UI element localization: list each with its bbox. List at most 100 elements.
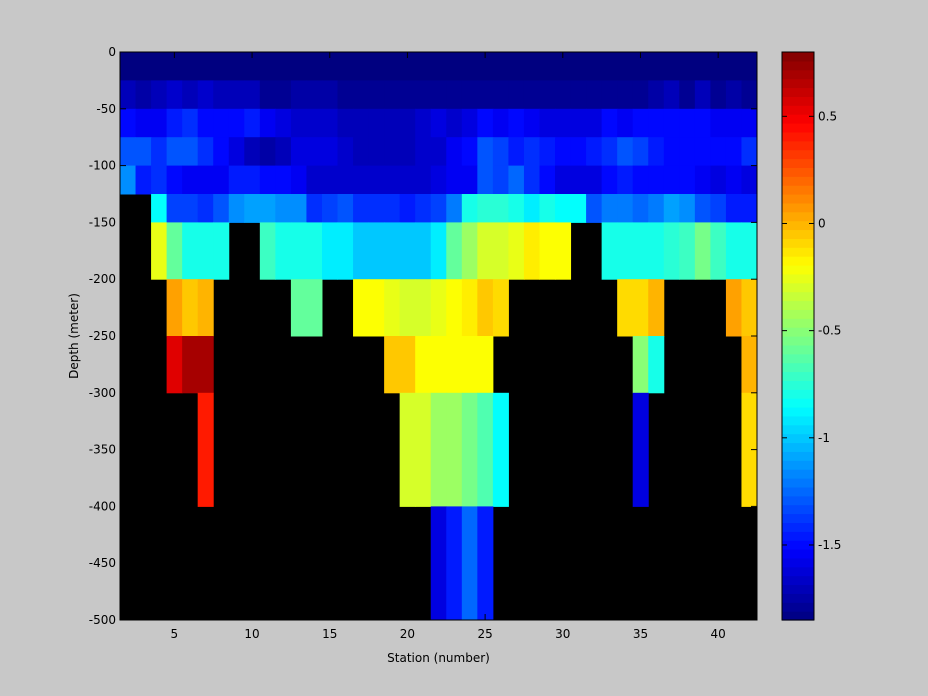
- heatmap-cell: [197, 279, 214, 337]
- colorbar-swatch: [782, 140, 814, 151]
- heatmap-cell: [384, 165, 401, 195]
- heatmap-cell: [259, 108, 276, 138]
- colorbar-swatch: [782, 513, 814, 523]
- heatmap-cell: [384, 80, 401, 110]
- heatmap-cell: [275, 222, 292, 280]
- heatmap-cell: [725, 222, 742, 280]
- heatmap-cell: [632, 165, 649, 195]
- heatmap-cell: [694, 222, 711, 280]
- heatmap-cell: [461, 222, 478, 280]
- heatmap-cell: [182, 279, 199, 337]
- colorbar-swatch: [782, 424, 814, 435]
- heatmap-cell: [197, 80, 214, 110]
- heatmap-cell: [663, 165, 680, 195]
- heatmap-cell: [523, 108, 540, 138]
- colorbar-swatch: [782, 336, 814, 346]
- heatmap-cell: [197, 52, 214, 81]
- heatmap-cell: [244, 80, 261, 110]
- heatmap-cell: [477, 336, 494, 394]
- colorbar-swatch: [782, 282, 814, 293]
- heatmap-cell: [337, 52, 354, 81]
- heatmap-cell: [694, 194, 711, 223]
- heatmap-cell: [384, 279, 401, 337]
- y-tick-label: -350: [89, 443, 116, 457]
- heatmap-cell: [399, 137, 416, 167]
- heatmap-cell: [741, 194, 758, 223]
- colorbar-swatch: [782, 602, 814, 612]
- heatmap-cell: [446, 108, 463, 138]
- heatmap-cell: [415, 52, 432, 81]
- heatmap-cell: [725, 108, 742, 138]
- heatmap-cell: [461, 52, 478, 81]
- heatmap-cell: [555, 194, 572, 223]
- heatmap-cell: [679, 194, 696, 223]
- colorbar-swatch: [782, 486, 814, 497]
- heatmap-cell: [508, 108, 525, 138]
- heatmap-cell: [244, 194, 261, 223]
- heatmap-cell: [555, 137, 572, 167]
- heatmap-cell: [384, 52, 401, 81]
- heatmap-cell: [275, 80, 292, 110]
- heatmap-cell: [555, 52, 572, 81]
- colorbar-tick-label: -1: [818, 431, 830, 445]
- heatmap-cell: [492, 279, 509, 337]
- heatmap-cell: [725, 165, 742, 195]
- heatmap-cell: [461, 279, 478, 337]
- y-tick-label: -150: [89, 215, 116, 229]
- colorbar-swatch: [782, 398, 814, 408]
- heatmap-cell: [679, 80, 696, 110]
- heatmap-cell: [337, 137, 354, 167]
- colorbar-swatch: [782, 531, 814, 541]
- heatmap-cell: [461, 506, 478, 621]
- colorbar-swatch: [782, 149, 814, 160]
- heatmap-cell: [384, 194, 401, 223]
- heatmap-cell: [353, 194, 370, 223]
- heatmap-cell: [632, 52, 649, 81]
- heatmap-cell: [399, 279, 416, 337]
- heatmap-cell: [586, 165, 603, 195]
- heatmap-cell: [321, 165, 339, 195]
- heatmap-cell: [368, 279, 385, 337]
- heatmap-cell: [259, 80, 276, 110]
- colorbar-swatch: [782, 309, 814, 319]
- x-tick-label: 35: [633, 627, 648, 641]
- heatmap-cell: [477, 222, 494, 280]
- x-tick-label: 5: [171, 627, 179, 641]
- heatmap-cell: [632, 222, 649, 280]
- heatmap-cell: [539, 165, 556, 195]
- heatmap-cell: [648, 336, 665, 394]
- heatmap-cell: [166, 52, 183, 81]
- heatmap-cell: [586, 108, 603, 138]
- heatmap-cell: [461, 108, 478, 138]
- heatmap-cell: [601, 222, 618, 280]
- y-tick-label: -250: [89, 329, 116, 343]
- heatmap-cell: [570, 108, 587, 138]
- heatmap-cell: [523, 165, 540, 195]
- heatmap-cell: [586, 194, 603, 223]
- heatmap-cell: [725, 137, 742, 167]
- heatmap-cell: [135, 52, 152, 81]
- heatmap-cell: [197, 222, 214, 280]
- colorbar-frame: [781, 51, 815, 621]
- heatmap-cell: [648, 279, 665, 337]
- heatmap-cell: [446, 80, 463, 110]
- colorbar-swatch: [782, 549, 814, 559]
- heatmap-cell: [648, 194, 665, 223]
- heatmap-cell: [555, 108, 572, 138]
- heatmap-cell: [415, 80, 432, 110]
- heatmap-cell: [632, 279, 649, 337]
- heatmap-cell: [197, 194, 214, 223]
- heatmap-cell: [166, 165, 183, 195]
- colorbar-swatch: [782, 211, 814, 222]
- x-tick-label: 10: [244, 627, 259, 641]
- heatmap-cell: [492, 52, 509, 81]
- colorbar-swatch: [782, 300, 814, 310]
- heatmap-cell: [399, 392, 416, 507]
- heatmap-cell: [182, 52, 199, 81]
- heatmap-cell: [244, 137, 261, 167]
- heatmap-cell: [399, 108, 416, 138]
- colorbar-swatch: [782, 389, 814, 399]
- heatmap-cell: [477, 52, 494, 81]
- heatmap-cell: [679, 165, 696, 195]
- heatmap-cell: [213, 222, 230, 280]
